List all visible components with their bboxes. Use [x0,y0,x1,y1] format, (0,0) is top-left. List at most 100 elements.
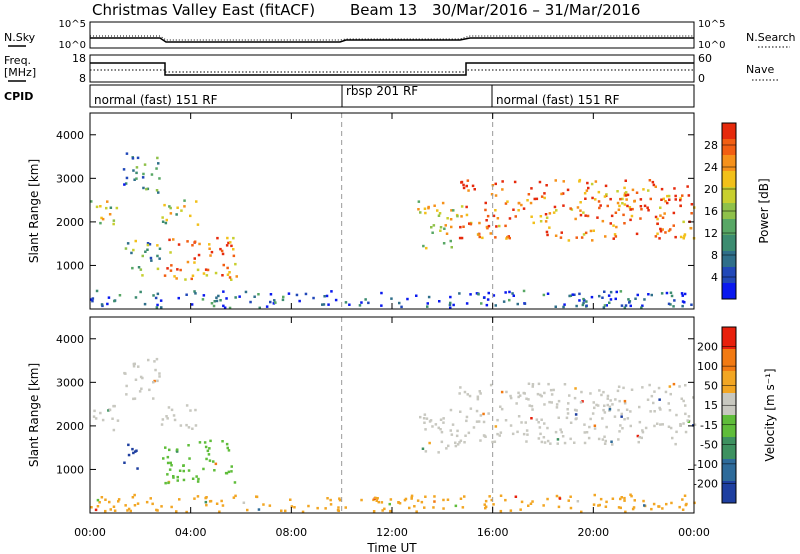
echo-cell [232,236,235,240]
echo-cell [227,449,231,452]
echo-cell [96,505,100,508]
echo-cell [151,502,154,506]
echo-cell [508,290,511,294]
echo-cell [607,294,611,297]
echo-cell [133,397,137,400]
echo-cell [500,390,504,394]
y-tick-label: 4000 [56,129,84,142]
echo-cell [155,189,159,192]
echo-cell [312,296,315,300]
echo-cell [293,506,296,509]
echo-cell [451,423,455,426]
echo-cell [417,200,421,203]
echo-cell [235,275,238,278]
echo-cell [98,501,101,504]
echo-cell [465,419,468,423]
time-x-axis: 00:00 04:00 08:00 12:00 16:00 20:00 00:00 [74,113,710,539]
echo-cell [527,382,531,385]
echo-cell [125,393,128,396]
echo-cell [504,419,508,422]
echo-cell [168,238,171,242]
echo-cell [543,403,546,406]
echo-cell [629,218,632,222]
echo-cell [160,505,163,508]
echo-cell [443,227,446,230]
echo-cell [605,425,608,429]
nsearch-label: N.Search [746,31,796,44]
echo-cell [597,504,600,507]
echo-cell [526,433,529,436]
echo-cell [659,230,663,233]
echo-cell [639,217,642,220]
echo-cell [525,429,529,432]
echo-cell [617,385,621,388]
echo-cell [640,436,643,440]
echo-cell [344,506,347,509]
echo-cell [212,304,216,308]
echo-cell [636,434,640,438]
echo-cell [629,410,632,413]
echo-cell [94,508,98,512]
echo-cell [467,189,470,192]
echo-cell [132,365,136,368]
echo-cell [650,293,653,297]
echo-cell [659,423,662,426]
echo-cell [170,505,173,509]
echo-cell [454,444,458,448]
echo-cell [449,408,453,412]
y-tick-label: 3000 [56,376,84,389]
echo-cell [287,292,291,295]
echo-cell [631,507,635,511]
echo-cell [337,509,340,512]
y-tick-label: 4000 [56,333,84,346]
echo-cell [589,417,592,421]
echo-cell [415,294,418,297]
echo-cell [640,306,643,309]
echo-cell [612,224,615,227]
echo-cell [518,394,522,397]
echo-cell [134,239,137,243]
beam-label: Beam 13 [350,1,417,19]
echo-cell [112,222,115,226]
echo-cell [202,467,205,471]
echo-cell [152,294,155,297]
echo-cell [502,300,506,303]
echo-cell [325,294,329,298]
nsky-right-tick-top: 10^5 [698,19,725,30]
echo-cell [433,500,436,503]
echo-cell [433,495,436,498]
echo-cell [613,233,617,236]
echo-cell [423,506,426,509]
colorbar-tick-label: -15 [700,419,718,432]
echo-cell [667,402,670,405]
echo-cell [450,246,453,249]
echo-cell [146,248,149,251]
echo-cell [427,295,431,299]
echo-cell [563,303,566,306]
echo-cell [545,184,548,187]
echo-cell [113,299,116,303]
echo-cell [498,224,501,228]
echo-cell [623,186,626,190]
freq-left-tick-bottom: 8 [79,72,86,85]
echo-cell [162,457,165,460]
power-colorbar-label: Power [dB] [757,178,771,243]
echo-cell [224,471,228,475]
echo-cell [623,496,626,500]
echo-cell [539,220,543,223]
echo-cell [210,250,214,254]
velocity-y-axis: 1000 2000 3000 4000 [56,333,694,476]
echo-cell [622,213,625,217]
echo-cell [108,408,112,412]
echo-cell [139,268,143,271]
echo-cell [501,188,504,191]
echo-cell [624,179,627,182]
echo-cell [525,397,528,400]
echo-cell [681,304,684,308]
echo-cell [520,421,523,424]
echo-cell [227,470,231,474]
echo-cell [204,445,208,449]
echo-cell [585,304,588,307]
echo-cell [504,498,507,502]
echo-cell [603,442,607,445]
